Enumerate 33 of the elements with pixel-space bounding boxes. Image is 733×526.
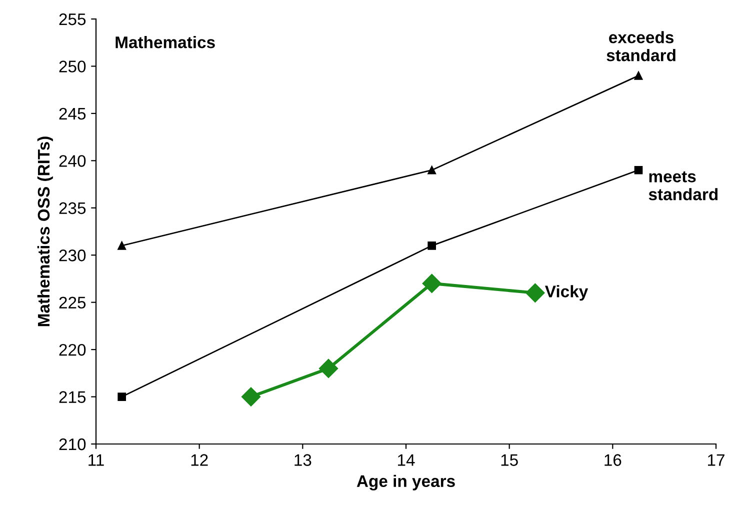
y-tick-label: 240 (59, 155, 86, 167)
y-tick-label: 225 (59, 296, 86, 309)
series-label: Vicky (545, 285, 588, 301)
x-tick-label: 12 (191, 454, 208, 466)
point (318, 358, 338, 378)
text: Mathematics (116, 36, 215, 48)
x-tick-label: 13 (294, 454, 312, 466)
y-tick-label: 245 (59, 108, 86, 120)
y-tick-label: 255 (59, 13, 86, 26)
point (422, 274, 442, 293)
point (428, 166, 436, 174)
y-tick-label: 230 (59, 250, 86, 262)
x-tick-label: 16 (604, 454, 622, 466)
point (634, 166, 643, 174)
x-tick-label: 15 (501, 454, 518, 466)
y-tick-label: 235 (59, 202, 86, 214)
point (118, 242, 126, 250)
x-axis-title: Age in years (356, 474, 455, 490)
y-tick-label: 220 (59, 344, 86, 356)
y-tick-label: 215 (59, 391, 86, 403)
series-label: meets standard (648, 171, 718, 200)
series-label: exceeds standard (606, 31, 676, 62)
point (634, 72, 643, 80)
point (428, 242, 436, 250)
point (241, 387, 261, 406)
x-tick-label: 14 (398, 454, 415, 466)
point (118, 392, 126, 401)
y-axis-title: Mathematics OSS (RITs) (37, 136, 53, 326)
x-tick-label: 17 (708, 454, 724, 466)
y-tick-label: 210 (59, 438, 86, 450)
y-tick-label: 250 (59, 60, 86, 72)
point (526, 283, 545, 302)
x-tick-label: 11 (88, 454, 104, 466)
